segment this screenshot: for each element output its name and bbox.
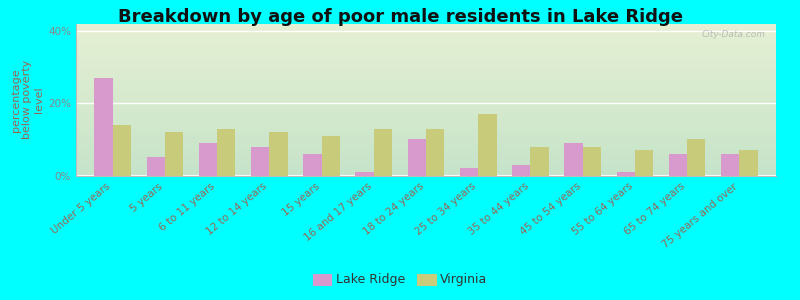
Bar: [512, 165, 530, 176]
Bar: [251, 147, 270, 175]
Legend: Lake Ridge, Virginia: Lake Ridge, Virginia: [308, 268, 492, 291]
Text: 25 to 34 years: 25 to 34 years: [414, 181, 478, 237]
Y-axis label: percentage
below poverty
level: percentage below poverty level: [10, 60, 44, 140]
Bar: [426, 129, 444, 175]
Bar: [530, 147, 549, 175]
Text: 18 to 24 years: 18 to 24 years: [362, 181, 426, 237]
Bar: [721, 154, 739, 176]
Text: 45 to 54 years: 45 to 54 years: [518, 181, 582, 237]
Text: 16 and 17 years: 16 and 17 years: [302, 181, 374, 243]
Text: 35 to 44 years: 35 to 44 years: [466, 181, 530, 237]
Bar: [198, 143, 217, 176]
Bar: [94, 78, 113, 176]
Text: 15 years: 15 years: [281, 181, 322, 218]
Text: Under 5 years: Under 5 years: [50, 181, 113, 236]
Bar: [565, 143, 582, 176]
Bar: [374, 129, 392, 175]
Bar: [582, 147, 601, 175]
Text: 6 to 11 years: 6 to 11 years: [158, 181, 217, 233]
Text: City-Data.com: City-Data.com: [702, 30, 766, 39]
Text: 75 years and over: 75 years and over: [661, 181, 739, 250]
Text: 5 years: 5 years: [129, 181, 165, 214]
Bar: [322, 136, 340, 176]
Text: Breakdown by age of poor male residents in Lake Ridge: Breakdown by age of poor male residents …: [118, 8, 682, 26]
Bar: [146, 158, 165, 175]
Bar: [408, 140, 426, 175]
Bar: [460, 168, 478, 175]
Bar: [687, 140, 706, 175]
Bar: [617, 172, 635, 175]
Bar: [303, 154, 322, 176]
Bar: [739, 150, 758, 176]
Bar: [635, 150, 654, 176]
Bar: [270, 132, 287, 176]
Bar: [669, 154, 687, 176]
Bar: [165, 132, 183, 176]
Bar: [217, 129, 235, 175]
Text: 55 to 64 years: 55 to 64 years: [570, 181, 635, 237]
Text: 65 to 74 years: 65 to 74 years: [623, 181, 687, 237]
Bar: [478, 114, 497, 176]
Bar: [355, 172, 374, 175]
Bar: [113, 125, 131, 176]
Text: 12 to 14 years: 12 to 14 years: [205, 181, 270, 237]
